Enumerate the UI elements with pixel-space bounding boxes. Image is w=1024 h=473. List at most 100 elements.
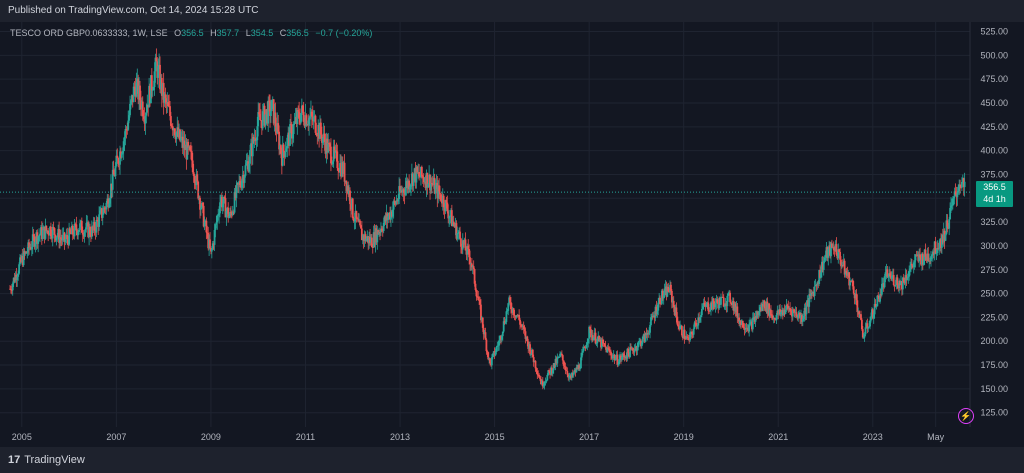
candle-body xyxy=(442,195,445,208)
candle-body xyxy=(838,249,841,252)
candle-body xyxy=(521,326,524,327)
candle-body xyxy=(939,238,941,248)
candle-body xyxy=(106,198,109,203)
candle-body xyxy=(841,265,844,266)
candle-body xyxy=(816,282,819,286)
candle-body xyxy=(128,115,131,121)
candle-body xyxy=(767,303,770,314)
candle-body xyxy=(229,212,231,217)
candle-body xyxy=(938,247,941,249)
candle-body xyxy=(888,273,891,277)
candle-body xyxy=(610,355,613,359)
candle-body xyxy=(157,65,160,78)
candle-body xyxy=(546,374,549,381)
candle-body xyxy=(370,237,373,248)
candle-body xyxy=(636,347,639,351)
candle-body xyxy=(951,198,954,206)
candle-body xyxy=(363,234,366,241)
candle-body xyxy=(440,200,443,204)
candle-body xyxy=(903,282,906,284)
candle-body xyxy=(154,57,157,72)
candle-body xyxy=(571,372,574,376)
candle-body xyxy=(921,253,923,265)
lightning-icon[interactable]: ⚡ xyxy=(958,408,974,424)
candle-body xyxy=(249,150,251,164)
candle-body xyxy=(585,344,588,349)
candle-body xyxy=(439,193,441,195)
symbol-info: TESCO ORD GBP0.0633333, 1W, LSE xyxy=(10,28,168,38)
candle-body xyxy=(955,194,958,198)
candle-body xyxy=(430,183,433,184)
candle-body xyxy=(16,276,19,280)
candle-body xyxy=(756,311,759,319)
candle-body xyxy=(199,197,201,210)
candle-body xyxy=(304,115,307,127)
candle-body xyxy=(227,207,230,218)
chart-area[interactable]: 125.00 150.00 175.00 200.00 225.00 250.00 275.… xyxy=(0,22,1024,447)
candle-body xyxy=(553,363,556,367)
tradingview-logo[interactable]: 17 TradingView xyxy=(8,454,85,466)
candle-body xyxy=(138,85,141,100)
candle-body xyxy=(730,302,732,304)
candle-body xyxy=(808,294,811,307)
candle-body xyxy=(594,332,597,344)
candle-body xyxy=(294,116,297,122)
candle-body xyxy=(657,302,660,311)
candle-body xyxy=(728,292,731,294)
candle-body xyxy=(196,174,199,182)
candle-body xyxy=(651,316,654,318)
candle-body xyxy=(713,303,716,308)
candle-body xyxy=(526,336,529,342)
candle-body xyxy=(580,357,582,369)
candle-body xyxy=(698,317,701,321)
candle-body xyxy=(371,247,374,248)
candle-body xyxy=(140,100,142,109)
candle-body xyxy=(163,94,166,103)
candle-body xyxy=(935,252,938,254)
candle-body xyxy=(133,86,136,88)
candle-body xyxy=(70,232,72,235)
candle-body xyxy=(570,372,573,378)
candle-body xyxy=(787,305,790,309)
candle-body xyxy=(415,166,418,183)
candle-body xyxy=(88,226,90,238)
x-tick-label: 2015 xyxy=(485,432,505,442)
candle-body xyxy=(352,218,355,222)
candle-body xyxy=(721,296,724,298)
candle-body xyxy=(638,341,641,343)
candle-body xyxy=(331,161,334,165)
candle-body xyxy=(70,225,73,235)
candle-body xyxy=(820,261,823,273)
candle-body xyxy=(928,260,931,262)
candle-body xyxy=(125,129,128,130)
candle-body xyxy=(292,123,295,135)
candle-body xyxy=(260,120,262,121)
candle-body xyxy=(700,315,702,318)
candle-body xyxy=(777,310,780,315)
candle-body xyxy=(220,197,222,203)
candle-body xyxy=(516,315,519,317)
candle-body xyxy=(501,331,504,337)
candle-body xyxy=(251,137,254,157)
candle-body xyxy=(760,303,763,311)
candle-body xyxy=(677,324,680,327)
candle-body xyxy=(120,151,122,158)
price-chart[interactable]: 125.00 150.00 175.00 200.00 225.00 250.00 275.… xyxy=(0,22,1024,447)
candle-body xyxy=(82,234,85,237)
candle-body xyxy=(932,251,935,255)
candle-body xyxy=(239,181,241,186)
candle-body xyxy=(407,180,410,189)
candle-body xyxy=(23,251,26,255)
change-value: −0.7 (−0.20%) xyxy=(315,28,373,38)
candle-body xyxy=(563,365,566,368)
candle-body xyxy=(857,311,860,313)
candle-body xyxy=(358,220,361,222)
candle-body xyxy=(931,255,933,257)
candle-body xyxy=(145,112,148,116)
candle-body xyxy=(527,341,530,349)
candle-body xyxy=(457,233,460,234)
candle-body xyxy=(280,145,282,154)
candle-body xyxy=(419,176,421,178)
candle-body xyxy=(291,134,294,139)
candle-body xyxy=(588,326,591,339)
